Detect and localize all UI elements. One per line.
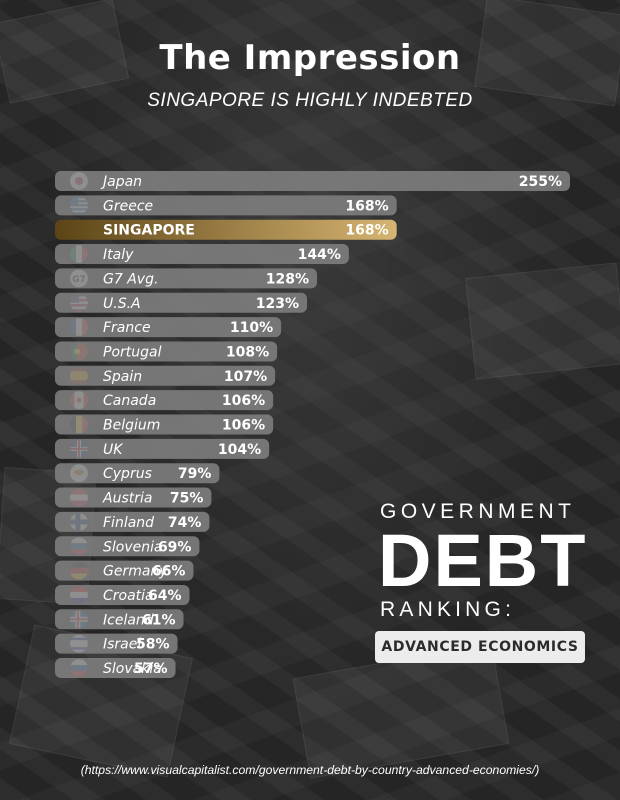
bar-singapore xyxy=(55,219,397,240)
category-label-iceland: Iceland xyxy=(103,612,154,628)
panel-ranking-label: RANKING: xyxy=(380,598,516,621)
value-label-spain: 107% xyxy=(224,369,267,385)
bar-u-s-a xyxy=(55,292,308,313)
category-label-israel: Israel xyxy=(103,637,141,653)
value-label-austria: 75% xyxy=(170,491,204,507)
value-label-singapore: 168% xyxy=(345,223,388,239)
bar-italy xyxy=(55,244,349,265)
bar-g7-avg xyxy=(55,268,317,289)
category-label-u-s-a: U.S.A xyxy=(103,296,141,312)
category-label-finland: Finland xyxy=(103,515,154,531)
bar-portugal xyxy=(55,341,278,362)
category-label-cyprus: Cyprus xyxy=(103,466,152,482)
value-label-g7-avg: 128% xyxy=(266,271,309,287)
value-label-uk: 104% xyxy=(218,442,261,458)
bar-canada xyxy=(55,390,274,411)
category-label-uk: UK xyxy=(103,442,124,458)
page-subtitle: SINGAPORE IS HIGHLY INDEBTED xyxy=(147,90,473,111)
bar-israel xyxy=(55,633,178,654)
bar-spain xyxy=(55,365,276,386)
category-label-spain: Spain xyxy=(103,369,142,385)
value-label-germany: 66% xyxy=(152,564,186,580)
value-label-france: 110% xyxy=(230,320,273,336)
bar-germany xyxy=(55,560,194,581)
value-label-slovenia: 69% xyxy=(158,539,192,555)
category-label-austria: Austria xyxy=(102,491,152,507)
value-label-u-s-a: 123% xyxy=(256,296,299,312)
category-label-singapore: SINGAPORE xyxy=(103,223,195,239)
bar-austria xyxy=(55,487,212,508)
panel-government-label: GOVERNMENT xyxy=(380,500,576,523)
value-label-croatia: 64% xyxy=(148,588,182,604)
category-label-greece: Greece xyxy=(103,198,153,214)
bar-slovakia xyxy=(55,658,176,678)
value-label-italy: 144% xyxy=(298,247,341,263)
bar-france xyxy=(55,317,282,338)
category-label-canada: Canada xyxy=(103,393,156,409)
category-label-germany: Germany xyxy=(103,564,168,580)
category-label-italy: Italy xyxy=(103,247,134,263)
bar-finland xyxy=(55,511,210,532)
value-label-canada: 106% xyxy=(222,393,265,409)
value-label-portugal: 108% xyxy=(226,344,269,360)
bar-iceland xyxy=(55,609,184,630)
panel-debt-label: DEBT xyxy=(378,519,588,602)
bar-croatia xyxy=(55,584,190,605)
bar-greece xyxy=(55,195,397,216)
category-label-japan: Japan xyxy=(100,174,142,190)
source-url: (https://www.visualcapitalist.com/govern… xyxy=(80,763,540,777)
page-title: The Impression xyxy=(159,38,461,78)
value-label-slovakia: 57% xyxy=(134,661,168,677)
bar-japan xyxy=(55,171,570,191)
category-label-france: France xyxy=(103,320,151,336)
category-label-croatia: Croatia xyxy=(103,588,154,604)
advanced-economics-badge: ADVANCED ECONOMICS xyxy=(375,631,585,663)
value-label-iceland: 61% xyxy=(142,612,176,628)
bar-cyprus xyxy=(55,463,220,484)
value-label-belgium: 106% xyxy=(222,418,265,434)
value-label-cyprus: 79% xyxy=(178,466,212,482)
bar-belgium xyxy=(55,414,274,435)
value-label-israel: 58% xyxy=(136,637,170,653)
bar-slovenia xyxy=(55,536,200,557)
category-label-g7-avg: G7 Avg. xyxy=(103,271,158,287)
bar-uk xyxy=(55,438,270,459)
value-label-japan: 255% xyxy=(519,174,562,190)
category-label-slovenia: Slovenia xyxy=(103,539,163,555)
category-label-belgium: Belgium xyxy=(103,418,160,434)
value-label-greece: 168% xyxy=(345,198,388,214)
value-label-finland: 74% xyxy=(168,515,202,531)
category-label-portugal: Portugal xyxy=(103,344,162,360)
category-label-slovakia: Slovakia xyxy=(103,661,162,677)
